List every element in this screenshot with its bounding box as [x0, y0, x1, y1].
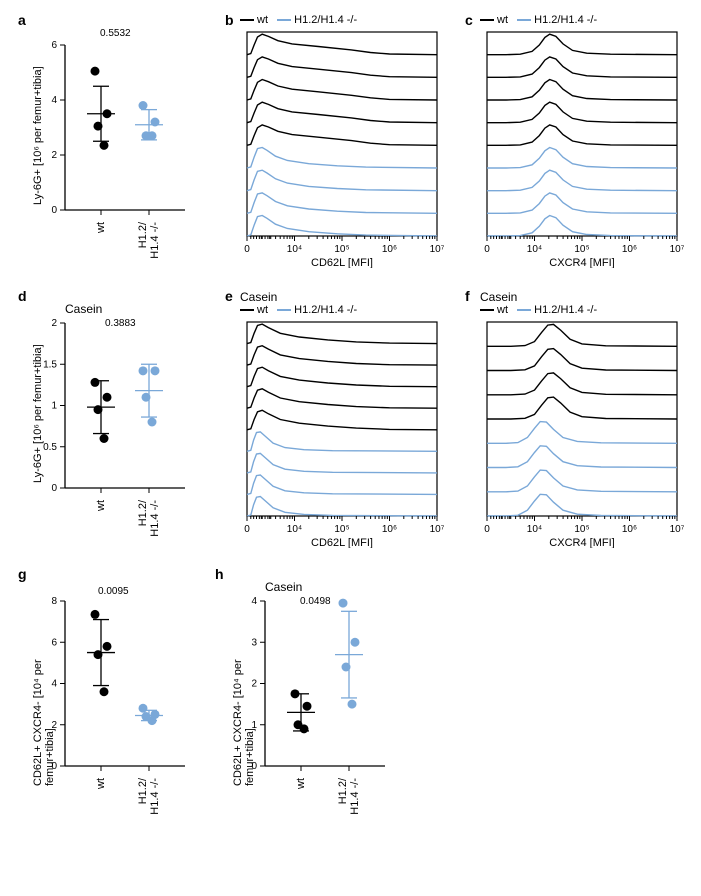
legend-ko-line-f [517, 309, 531, 311]
ylabel-h: CD62L+ CXCR4- [10⁴ per femur+tibia] [232, 618, 256, 786]
svg-text:10⁷: 10⁷ [670, 524, 685, 535]
svg-text:H1.4 -/-: H1.4 -/- [149, 778, 161, 815]
svg-text:0: 0 [484, 244, 490, 255]
svg-text:CXCR4 [MFI]: CXCR4 [MFI] [549, 257, 614, 268]
svg-text:H1.2/: H1.2/ [137, 777, 149, 804]
svg-text:10⁶: 10⁶ [622, 244, 637, 255]
legend-ko-line-e [277, 309, 291, 311]
panel-h: Casein 01234wtH1.2/H1.4 -/- 0.0498 CD62L… [210, 566, 400, 876]
svg-text:10⁴: 10⁴ [527, 244, 542, 255]
svg-text:wt: wt [95, 500, 107, 512]
svg-text:wt: wt [295, 778, 307, 790]
panel-a: 0 2 4 6 wt H1.2/H1.4 -/- 0.5532 Ly-6G+ [10⁶ p… [10, 10, 200, 270]
svg-text:H1.2/: H1.2/ [137, 499, 149, 526]
svg-text:1.5: 1.5 [43, 359, 57, 370]
legend-ko-text-f: H1.2/H1.4 -/- [534, 304, 597, 316]
svg-text:8: 8 [51, 596, 57, 607]
figure-root: a 0246wtH1.2/H1.4 -/- 0.5532 Ly-6G+ [10⁶… [10, 10, 691, 886]
svg-text:H1.4 -/-: H1.4 -/- [149, 500, 161, 537]
svg-text:0: 0 [484, 524, 490, 535]
svg-text:6: 6 [51, 40, 57, 51]
pvalue-d: 0.3883 [105, 318, 136, 329]
legend-ko-line-c [517, 19, 531, 21]
svg-text:CXCR4 [MFI]: CXCR4 [MFI] [549, 537, 614, 548]
svg-text:10⁴: 10⁴ [527, 524, 542, 535]
svg-text:H1.4 -/-: H1.4 -/- [149, 222, 161, 259]
svg-text:10⁶: 10⁶ [622, 524, 637, 535]
legend-f: wt H1.2/H1.4 -/- [480, 304, 597, 316]
svg-text:wt: wt [95, 222, 107, 234]
svg-text:H1.4 -/-: H1.4 -/- [349, 778, 361, 815]
panel-d: Casein 00.511.52wtH1.2/H1.4 -/- 0.3883 L… [10, 288, 200, 548]
svg-text:0: 0 [244, 524, 250, 535]
title-f: Casein [480, 290, 517, 304]
svg-text:10⁴: 10⁴ [287, 244, 302, 255]
svg-text:2: 2 [51, 150, 57, 161]
svg-text:10⁷: 10⁷ [670, 244, 685, 255]
svg-text:10⁵: 10⁵ [334, 244, 349, 255]
svg-text:0: 0 [51, 205, 57, 216]
svg-text:10⁷: 10⁷ [430, 244, 445, 255]
legend-wt-line-e [240, 309, 254, 311]
legend-wt-text: wt [257, 14, 268, 26]
legend-wt-line [240, 19, 254, 21]
panel-g: 02468wtH1.2/H1.4 -/- 0.0095 CD62L+ CXCR4… [10, 566, 200, 876]
pvalue-g: 0.0095 [98, 586, 129, 597]
legend-ko-text: H1.2/H1.4 -/- [294, 14, 357, 26]
svg-text:CD62L [MFI]: CD62L [MFI] [311, 257, 373, 268]
svg-text:10⁶: 10⁶ [382, 244, 397, 255]
svg-text:10⁶: 10⁶ [382, 524, 397, 535]
legend-wt-line-c [480, 19, 494, 21]
legend-ko-text-c: H1.2/H1.4 -/- [534, 14, 597, 26]
svg-text:CD62L [MFI]: CD62L [MFI] [311, 537, 373, 548]
svg-text:H1.2/: H1.2/ [337, 777, 349, 804]
panel-e: Casein wt H1.2/H1.4 -/- 0 10⁴ 10⁵ 10⁶ 10⁷ CD6… [225, 288, 455, 548]
svg-text:wt: wt [95, 778, 107, 790]
legend-e: wt H1.2/H1.4 -/- [240, 304, 357, 316]
pvalue-a: 0.5532 [100, 28, 131, 39]
svg-text:4: 4 [251, 596, 257, 607]
svg-text:10⁵: 10⁵ [574, 524, 589, 535]
legend-ko-line [277, 19, 291, 21]
legend-wt-text-e: wt [257, 304, 268, 316]
svg-text:10⁷: 10⁷ [430, 524, 445, 535]
legend-wt-line-f [480, 309, 494, 311]
svg-text:0: 0 [51, 483, 57, 494]
svg-text:0: 0 [244, 244, 250, 255]
ylabel-a: Ly-6G+ [10⁶ per femur+tibia] [32, 66, 44, 205]
svg-text:4: 4 [51, 95, 57, 106]
legend-wt-text-f: wt [497, 304, 508, 316]
panel-c: wt H1.2/H1.4 -/- 0 10⁴ 10⁵ 10⁶ 10⁷ CXCR4 [MFI… [465, 10, 695, 270]
legend-b: wt H1.2/H1.4 -/- [240, 14, 357, 26]
svg-text:0.5: 0.5 [43, 442, 57, 453]
svg-text:H1.2/: H1.2/ [137, 221, 149, 248]
svg-text:10⁵: 10⁵ [334, 524, 349, 535]
ylabel-g: CD62L+ CXCR4- [10⁴ per femur+tibia] [32, 618, 56, 786]
svg-text:10⁴: 10⁴ [287, 524, 302, 535]
legend-c: wt H1.2/H1.4 -/- [480, 14, 597, 26]
svg-text:1: 1 [51, 401, 57, 412]
panel-b: wt H1.2/H1.4 -/- 0 10⁴ 10⁵ 10⁶ 10⁷ CD62L [MFI… [225, 10, 455, 270]
panel-f: Casein wt H1.2/H1.4 -/- 0 10⁴ 10⁵ 10⁶ 10⁷ CXC… [465, 288, 695, 548]
legend-ko-text-e: H1.2/H1.4 -/- [294, 304, 357, 316]
ylabel-d: Ly-6G+ [10⁶ per femur+tibia] [32, 344, 44, 483]
svg-text:10⁵: 10⁵ [574, 244, 589, 255]
svg-text:2: 2 [51, 318, 57, 329]
pvalue-h: 0.0498 [300, 596, 331, 607]
title-e: Casein [240, 290, 277, 304]
legend-wt-text-c: wt [497, 14, 508, 26]
